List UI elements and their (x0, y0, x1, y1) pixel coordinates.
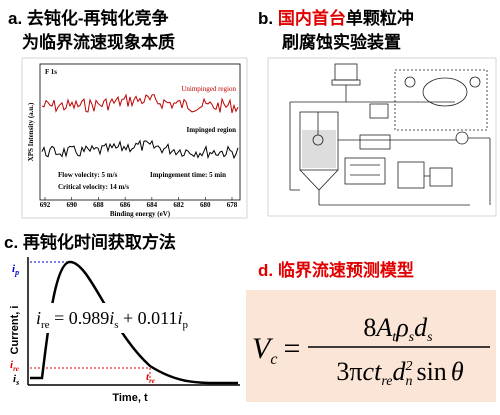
x-tick-label: 692 (40, 201, 51, 209)
sub: re (41, 319, 50, 331)
x-label: Time, t (112, 392, 148, 404)
num: 8 (363, 313, 376, 342)
sym: i (13, 373, 17, 385)
formula-box (32, 303, 214, 333)
denominator: 3πctredn2 sin θ (336, 357, 463, 389)
title-highlight: 国内首台 (278, 8, 346, 28)
sub: s (427, 330, 433, 345)
tre-label: tre (146, 371, 155, 385)
sub: p (14, 268, 19, 277)
numerator: 8Atρsds (363, 313, 433, 345)
panel-a-title: a. 去钝化-再钝化竞争 (8, 8, 169, 28)
formula-box (246, 290, 496, 402)
sym: d (392, 357, 406, 386)
plot-frame (39, 63, 241, 201)
term: + 0.011 (119, 308, 178, 328)
y-label: Current, i (9, 306, 21, 355)
sub: s (15, 378, 19, 387)
spectrum (41, 139, 239, 160)
x-tick-label: 688 (93, 201, 104, 209)
ip-label: ip (12, 263, 19, 277)
sym: d (414, 313, 428, 342)
sub: re (13, 365, 19, 373)
eq: = (283, 332, 300, 365)
lhs: Vc = (252, 332, 300, 368)
x-tick-label: 684 (147, 201, 158, 209)
sym: θ (451, 357, 464, 386)
sym: A (374, 313, 392, 342)
is-label: is (13, 373, 19, 387)
sym: V (252, 332, 274, 365)
sym: i (109, 308, 114, 328)
panel-a-title: 为临界流速现象本质 (22, 32, 175, 52)
panel-b-title: b. 国内首台单颗粒冲 (258, 8, 414, 28)
title-part: 单颗粒冲 (346, 8, 414, 28)
note: Critical velocity: 14 m/s (58, 183, 129, 191)
sup: 2 (405, 359, 412, 374)
sub: c (270, 351, 277, 368)
y-label: XPS Intensity (a.u.) (27, 102, 35, 161)
panel-b-title: 刷腐蚀实验装置 (282, 32, 401, 52)
sub: re (381, 374, 392, 389)
sym: i (36, 308, 41, 328)
sub: n (405, 374, 412, 389)
num: 3π (336, 357, 362, 386)
peak-label: F 1s (45, 68, 57, 76)
sub: p (183, 319, 189, 331)
formula: ire = 0.989is + 0.011ip (36, 308, 189, 331)
x-tick-label: 682 (173, 201, 184, 209)
note: Impingement time: 5 min (150, 171, 226, 179)
spectrum (41, 93, 239, 114)
fn: sin (416, 357, 446, 386)
x-ticks: 692 690 688 686 684 682 680 678 (40, 197, 238, 209)
ire-label: ire (10, 359, 19, 373)
sub: s (114, 319, 118, 331)
title-part: b. (258, 9, 278, 28)
sub: t (392, 330, 397, 345)
panel-c-title: c. 再钝化时间获取方法 (4, 232, 176, 252)
sym: i (10, 359, 14, 371)
sub: re (149, 377, 155, 385)
panel-a-frame (21, 57, 248, 219)
sym: i (178, 308, 183, 328)
spectra (41, 93, 239, 160)
sym: i (12, 263, 16, 275)
x-label: Binding energy (eV) (110, 210, 171, 218)
note: Flow volecity: 5 m/s (58, 171, 118, 179)
series-label: Impinged region (187, 126, 237, 134)
sym: t (374, 357, 382, 386)
sub: s (409, 330, 415, 345)
apparatus-schematic (267, 57, 497, 217)
sym: t (146, 371, 150, 383)
sym: c (363, 357, 375, 386)
x-tick-label: 678 (227, 201, 238, 209)
x-tick-label: 686 (120, 201, 131, 209)
x-tick-label: 680 (200, 201, 211, 209)
sym: ρ (395, 313, 408, 342)
panel-d-title: d. 临界流速预测模型 (258, 260, 414, 280)
series-label: Unimpinged region (181, 85, 236, 93)
term: = 0.989 (50, 308, 110, 328)
x-tick-label: 690 (66, 201, 77, 209)
